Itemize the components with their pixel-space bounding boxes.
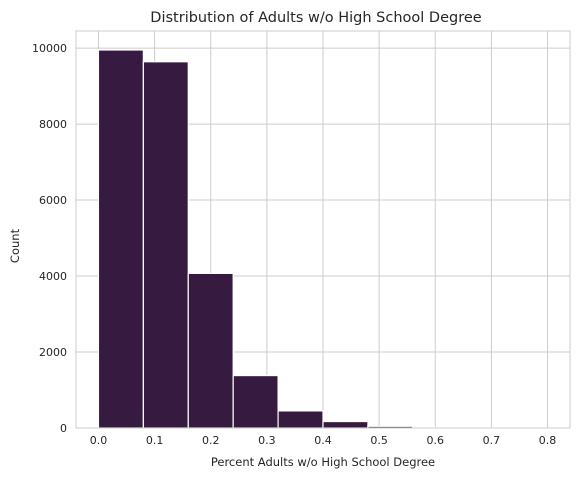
histogram-bar [97, 49, 144, 429]
y-axis-label: Count [8, 228, 22, 263]
y-tick-label: 8000 [39, 118, 67, 131]
x-tick-label: 0.3 [258, 434, 276, 447]
x-tick-label: 0.5 [370, 434, 388, 447]
x-tick-label: 0.4 [314, 434, 332, 447]
x-tick-label: 0.6 [427, 434, 445, 447]
histogram-bar [142, 61, 189, 429]
y-tick-label: 4000 [39, 270, 67, 283]
histogram-bars [97, 49, 549, 429]
x-axis-label: Percent Adults w/o High School Degree [211, 455, 435, 469]
x-tick-label: 0.7 [483, 434, 501, 447]
x-tick-label: 0.1 [146, 434, 164, 447]
y-axis-ticks: 0 2000 4000 6000 8000 10000 [32, 42, 67, 435]
histogram-bar [322, 420, 369, 429]
y-tick-label: 2000 [39, 346, 67, 359]
x-axis-ticks: 0.0 0.1 0.2 0.3 0.4 0.5 0.6 0.7 0.8 [90, 434, 557, 447]
y-tick-label: 6000 [39, 194, 67, 207]
histogram-bar [232, 374, 279, 429]
y-tick-label: 10000 [32, 42, 67, 55]
histogram-bar [187, 272, 234, 429]
x-tick-label: 0.0 [90, 434, 108, 447]
x-tick-label: 0.2 [202, 434, 220, 447]
y-tick-label: 0 [60, 422, 67, 435]
chart-title: Distribution of Adults w/o High School D… [150, 10, 481, 26]
x-tick-label: 0.8 [539, 434, 557, 447]
plot-frame [75, 30, 571, 429]
histogram-bar [277, 410, 324, 429]
